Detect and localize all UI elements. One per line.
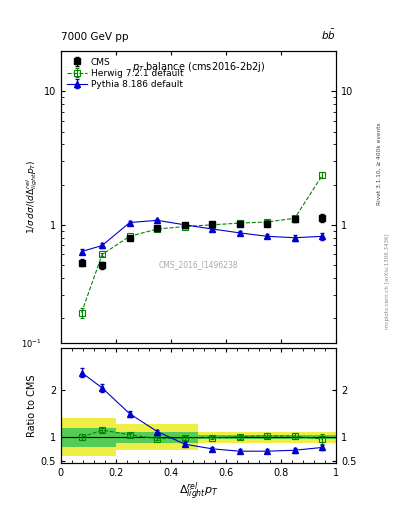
Text: $p_T$ balance (cms2016-2b2j): $p_T$ balance (cms2016-2b2j) [132,60,265,74]
Text: 7000 GeV pp: 7000 GeV pp [61,32,129,42]
Legend: CMS, Herwig 7.2.1 default, Pythia 8.186 default: CMS, Herwig 7.2.1 default, Pythia 8.186 … [65,56,185,91]
X-axis label: $\Delta^{rel}_{light}p_T$: $\Delta^{rel}_{light}p_T$ [179,481,218,503]
Text: CMS_2016_I1496238: CMS_2016_I1496238 [159,260,238,269]
Text: Rivet 3.1.10, ≥ 400k events: Rivet 3.1.10, ≥ 400k events [377,122,382,205]
Text: $10^{-1}$: $10^{-1}$ [21,338,42,350]
Text: $b\bar{b}$: $b\bar{b}$ [321,28,336,42]
Y-axis label: Ratio to CMS: Ratio to CMS [26,374,37,437]
Text: mcplots.cern.ch [arXiv:1306.3436]: mcplots.cern.ch [arXiv:1306.3436] [385,234,389,329]
Y-axis label: $1/\sigma\,d\sigma/(d\Delta^{rel}_{light}p_T)$: $1/\sigma\,d\sigma/(d\Delta^{rel}_{light… [24,160,40,234]
